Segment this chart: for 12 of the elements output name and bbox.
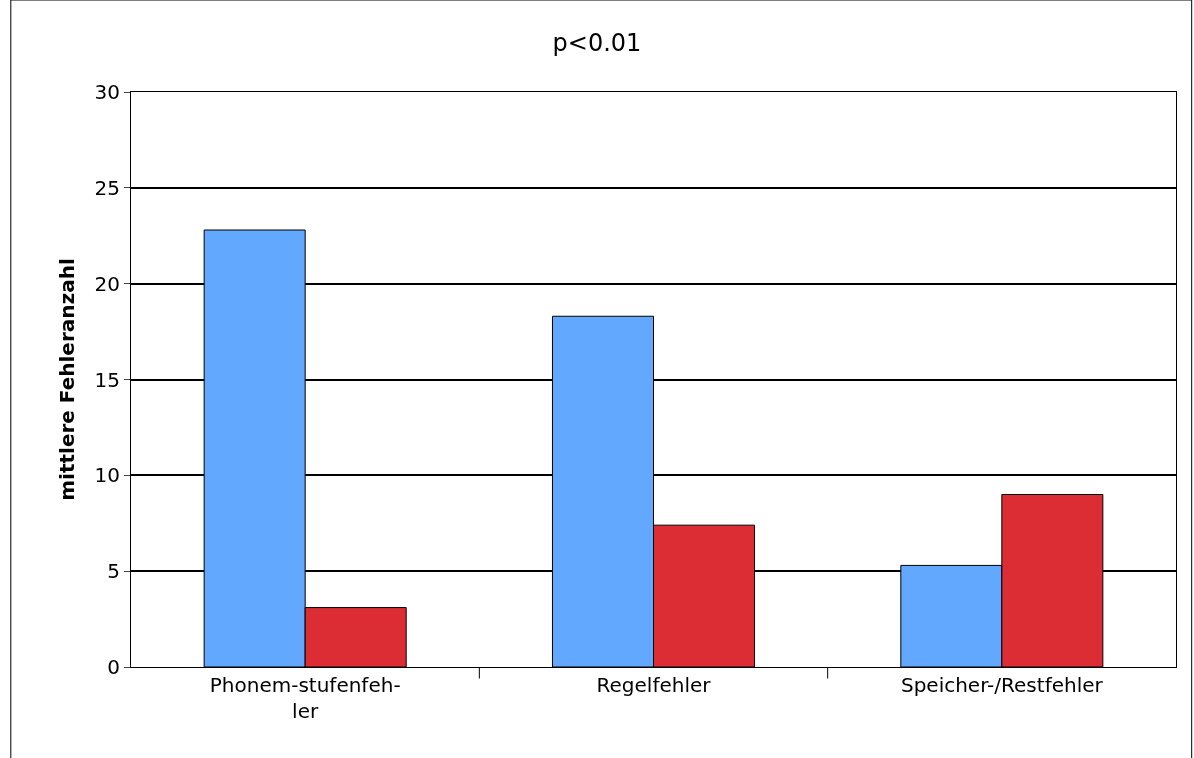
x-tick-label: Regelfehler — [596, 673, 712, 697]
y-tick-label: 20 — [94, 271, 120, 296]
x-tick-label: Speicher-/Restfehler — [900, 673, 1104, 697]
chart-title: p<0.01 — [552, 28, 642, 57]
x-tick-label: Phonem-stufenfeh- ler — [209, 673, 401, 723]
y-tick-label: 25 — [94, 175, 120, 200]
y-axis-title: mittlere Fehleranzahl — [55, 258, 80, 501]
y-tick-label: 15 — [94, 367, 120, 392]
y-tick-label: 0 — [107, 655, 120, 679]
y-tick-label: 30 — [94, 80, 120, 104]
y-tick-label: 10 — [94, 463, 120, 488]
y-tick-label: 5 — [107, 559, 120, 584]
